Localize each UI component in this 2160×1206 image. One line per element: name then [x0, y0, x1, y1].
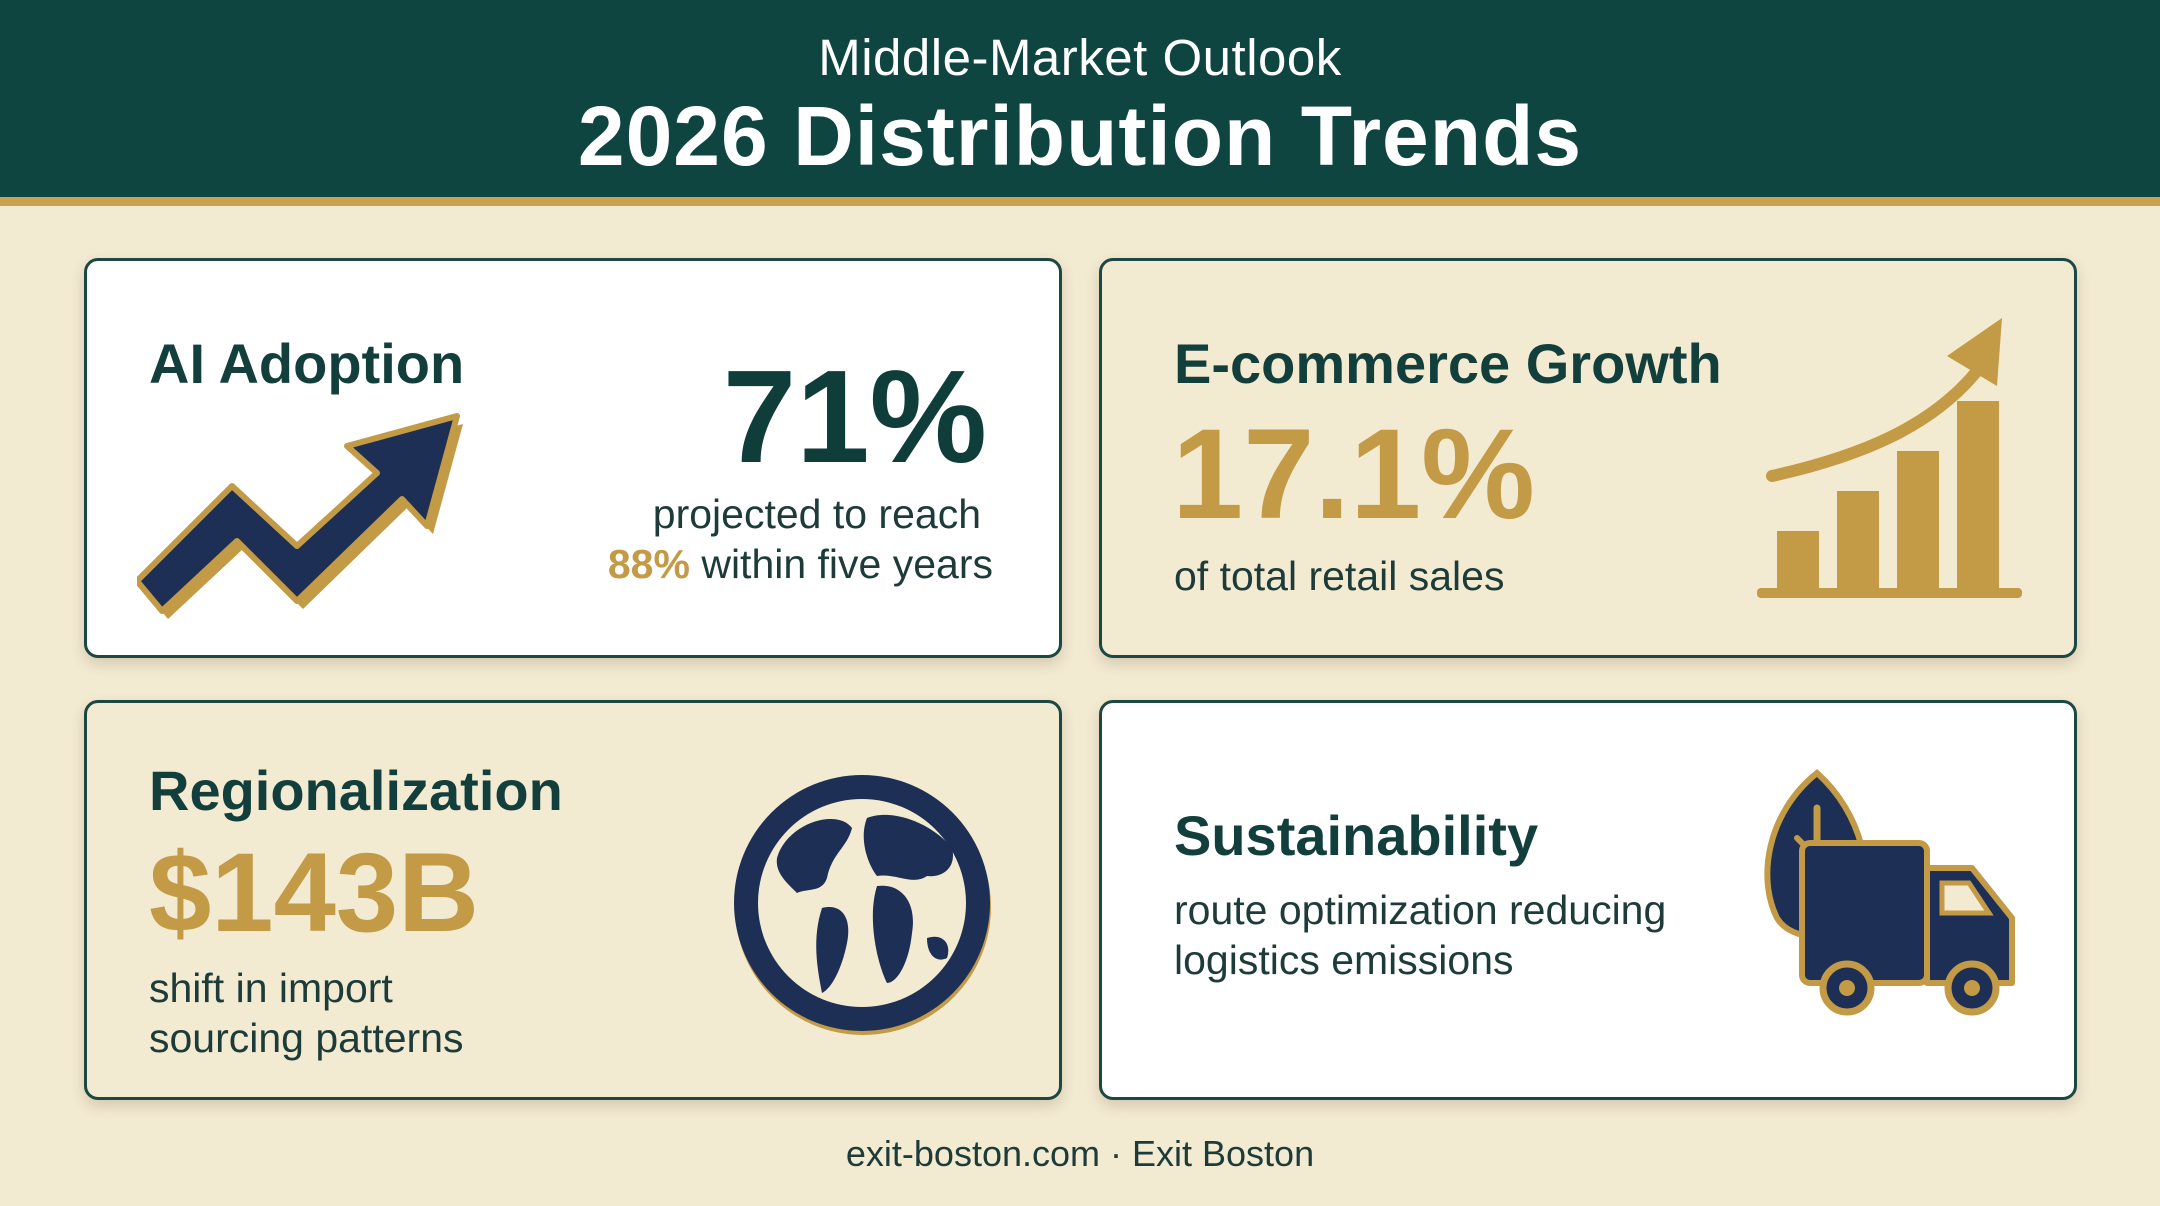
sustainability-caption-line2: logistics emissions — [1174, 937, 1514, 983]
ai-adoption-caption-line1: projected to reach — [652, 491, 981, 537]
regionalization-caption-line1: shift in import — [149, 965, 393, 1011]
trend-arrow-icon — [137, 413, 463, 619]
bar-chart-growth-icon — [1757, 318, 2022, 598]
ecommerce-title: E-commerce Growth — [1174, 332, 1722, 395]
ai-adoption-highlight: 88% — [607, 541, 690, 587]
sustainability-card: Sustainability route optimization reduci… — [1099, 700, 2077, 1100]
regionalization-caption-line2: sourcing patterns — [149, 1015, 464, 1061]
sustainability-caption-line1: route optimization reducing — [1174, 887, 1667, 933]
regionalization-title: Regionalization — [149, 759, 563, 822]
ecommerce-stat: 17.1% — [1172, 403, 1535, 546]
header-banner: Middle-Market Outlook 2026 Distribution … — [0, 0, 2160, 206]
ai-adoption-caption-line2: 88% within five years — [608, 539, 993, 589]
ecommerce-caption: of total retail sales — [1174, 553, 1505, 599]
globe-icon — [734, 775, 991, 1035]
sustainability-title: Sustainability — [1174, 804, 1539, 867]
regionalization-card: Regionalization $143B shift in import so… — [84, 700, 1062, 1100]
leaf-truck-icon — [1764, 769, 2015, 1016]
ai-adoption-card: AI Adoption 71% projected to reach 88% w… — [84, 258, 1062, 658]
page-subtitle: Middle-Market Outlook — [818, 29, 1342, 86]
ai-adoption-caption-rest: within five years — [689, 541, 993, 587]
ai-adoption-stat: 71% — [722, 343, 987, 490]
ai-adoption-title: AI Adoption — [149, 332, 465, 395]
page-title: 2026 Distribution Trends — [577, 89, 1583, 183]
ecommerce-card: E-commerce Growth 17.1% of total retail … — [1099, 258, 2077, 658]
footer-source: exit-boston.com · Exit Boston — [845, 1133, 1315, 1174]
regionalization-stat: $143B — [149, 830, 480, 955]
